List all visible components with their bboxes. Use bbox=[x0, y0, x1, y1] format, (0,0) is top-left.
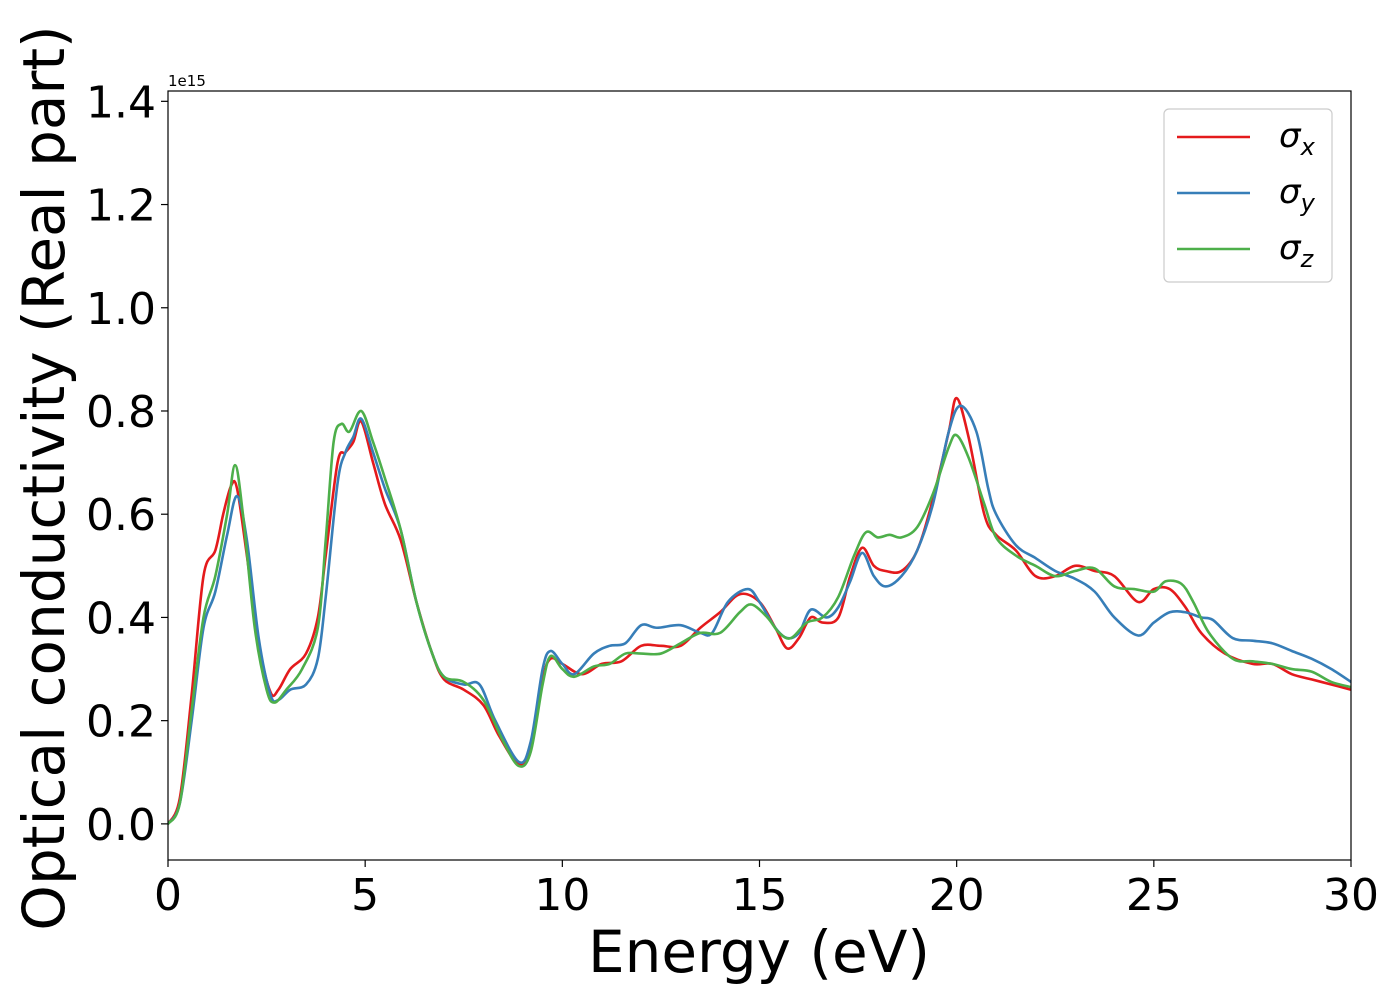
x-tick-label: 10 bbox=[534, 870, 590, 921]
y-tick-label: 0.4 bbox=[86, 593, 156, 644]
plot-area: 0 5 10 15 20 25 30 0.0 0.2 0.4 0.6 0.8 1.0 1.2 1.4 bbox=[86, 77, 1379, 921]
legend: σx σy σz bbox=[1163, 108, 1333, 283]
y-tick-label: 0.2 bbox=[86, 697, 156, 748]
series-line-y bbox=[168, 404, 1351, 826]
x-axis-label: Energy (eV) bbox=[588, 918, 930, 986]
y-tick-label: 0.8 bbox=[86, 387, 156, 438]
y-axis-offset-label: 1e15 bbox=[168, 72, 206, 90]
x-tick-label: 25 bbox=[1126, 870, 1182, 921]
y-tick-label: 0.6 bbox=[86, 490, 156, 541]
series-line-z bbox=[168, 409, 1351, 826]
legend-label-z: σz bbox=[1279, 228, 1315, 273]
x-tick-label: 30 bbox=[1323, 870, 1379, 921]
y-tick-label: 0.0 bbox=[86, 800, 156, 851]
x-tick-label: 0 bbox=[154, 870, 182, 921]
legend-label-y: σy bbox=[1279, 172, 1316, 217]
x-tick-label: 15 bbox=[732, 870, 788, 921]
series-group bbox=[168, 396, 1351, 826]
x-tick-label: 20 bbox=[929, 870, 985, 921]
y-tick-label: 1.2 bbox=[86, 181, 156, 232]
y-tick-label: 1.4 bbox=[86, 77, 156, 128]
y-tick-label: 1.0 bbox=[86, 284, 156, 335]
x-tick-label: 5 bbox=[351, 870, 379, 921]
y-axis-label: Optical conductivity (Real part) bbox=[10, 25, 78, 930]
legend-box bbox=[1163, 108, 1333, 283]
legend-label-x: σx bbox=[1279, 116, 1316, 161]
